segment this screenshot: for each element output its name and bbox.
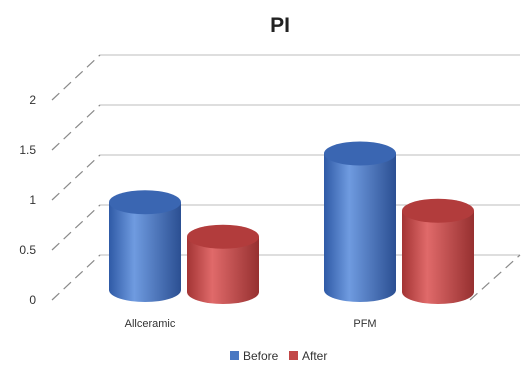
y-axis: 0 0.5 1 1.5 2 [19,93,36,307]
bar-body [109,202,181,302]
y-tick-label: 2 [29,93,36,107]
category-label-allceramic: Allceramic [125,318,176,330]
bar-after-allceramic [187,224,259,304]
bar-body [324,153,396,302]
bars [109,141,474,304]
bar-body [187,236,259,304]
chart-title: PI [270,14,290,37]
bar-after-pfm [402,198,474,304]
wall-gridline [51,54,101,101]
legend-swatch-before [230,351,239,360]
legend: Before After [230,349,327,363]
wall-gridline [51,254,101,301]
bar-before-pfm [324,141,396,302]
bar-top [402,198,474,223]
bar-before-allceramic [109,190,181,302]
legend-label-before: Before [243,349,279,363]
bar-top [187,224,259,249]
legend-label-after: After [302,349,327,363]
y-tick-label: 0.5 [19,243,36,257]
legend-swatch-after [289,351,298,360]
floor-edge [469,254,521,301]
y-tick-label: 1 [29,193,36,207]
category-label-pfm: PFM [353,318,376,330]
bar-body [402,210,474,304]
wall-gridline [51,204,101,251]
bar-top [324,141,396,166]
y-tick-label: 0 [29,293,36,307]
y-tick-label: 1.5 [19,143,36,157]
wall-gridline [51,154,101,201]
wall-gridline [51,104,101,151]
bar-top [109,190,181,215]
